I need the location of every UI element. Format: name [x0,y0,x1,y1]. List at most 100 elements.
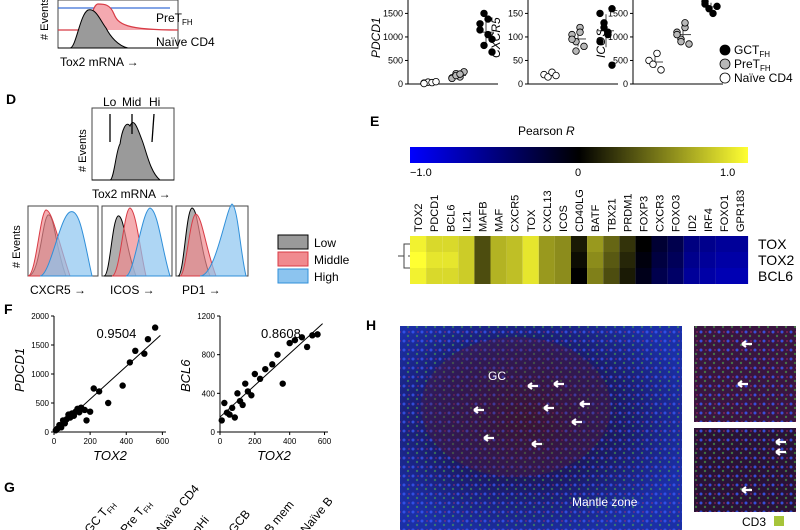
dot-plot-cxcr5: 0 50 100 150 CXCR5 [489,0,618,89]
pearson-scale [410,147,748,163]
dot-y-tick-label: 1500 [383,8,403,18]
dot-point [420,79,428,88]
heatmap-cells [410,236,749,284]
scatter-point [95,388,103,395]
heatmap-cell [426,236,443,252]
heat-row-bcl6: BCL6 [758,268,793,284]
gene-label: ICOS [558,205,570,232]
dot-point [544,73,552,81]
heatmap-cell [651,268,668,284]
dot-point [488,48,496,56]
dot-point [596,37,604,46]
panel-d: D Lo Mid Hi # Events Tox2 mRNA → # Event… [6,91,350,297]
scatter-y-tick-label: 500 [36,399,50,408]
panel-label-h: H [366,317,376,333]
dot-point [608,61,616,69]
dot-y-tick-label: 1500 [608,8,628,18]
heatmap-cell [699,236,716,252]
scatter-correlation: 0.9504 [97,326,137,341]
scatter-y-tick-label: 400 [202,389,216,398]
scatter-x-tick-label: 200 [248,437,262,446]
dot-point [484,30,492,39]
dot-legend-label: Naïve CD4 [734,71,793,85]
heatmap-cell [683,236,700,252]
inset-arrow [737,380,748,388]
heatmap-cell [522,268,539,284]
scatter-point [314,331,321,338]
scatter-point [269,361,276,368]
scatter-bcl6: 0 400 800 1200 0 200 400 600 BCL6 TOX2 0.8608 [178,312,332,463]
dot-point [713,2,721,11]
cell-arrow [579,400,590,408]
scatter-point [303,343,311,351]
hist-icos [101,205,173,277]
dot-point [480,9,488,18]
gene-label: FOXO1 [719,195,731,232]
gene-labels: TOX2 PDCD1 BCL6 IL21 MAFB MAF CXCR5 TOX CXCL13 IC… [413,189,747,232]
cell-arrow [531,440,542,448]
heatmap-cell [732,268,749,284]
scatter-x-tick-label: 0 [218,437,223,446]
heatmap-cell [619,252,636,268]
heatmap-cell [635,268,652,284]
heatmap-cell [474,268,491,284]
scatter-ylabel: PDCD1 [12,348,27,392]
dot-y-tick-label: 0 [398,79,403,89]
dot-legend-label: GCTFH [734,43,770,59]
gene-label: CXCR5 [510,195,522,232]
heatmap-cell [474,252,491,268]
gene-label: GPR183 [735,190,747,232]
heatmap-cell [571,268,588,284]
dot-point [600,23,608,32]
heatmap-cell [458,252,475,268]
heatmap-cell [538,268,555,284]
dot-y-tick-label: 1000 [383,32,403,42]
heatmap-cell [699,268,716,284]
heatmap-cell [554,252,571,268]
heatmap-cell [458,236,475,252]
heatmap-cell [635,252,652,268]
scatter-point [298,334,306,341]
heatmap-cell [683,268,700,284]
dot-legend-label: PreTFH [734,57,771,73]
heatmap-cell [715,252,732,268]
dot-legend-marker [719,72,731,84]
heatmap-cell [426,252,443,268]
gate-lo-label: Lo [103,95,117,109]
gate-ylabel: # Events [77,129,89,172]
g-column-label: pHi [190,513,212,530]
inset-arrows [737,340,786,494]
heatmap-cell [667,252,684,268]
cell-arrow [473,406,484,414]
marker-row-ylabel: # Events [11,225,23,268]
inset-arrow [775,448,786,456]
heatmap-cell [667,236,684,252]
cell-arrow [527,382,538,390]
heatmap-cell [506,252,523,268]
scatter-point [231,414,239,421]
legend-high: High [314,270,339,284]
g-column-label: Pre TFH [118,496,156,530]
dot-y-tick-label: 1000 [608,32,628,42]
scatter-y-tick-label: 1200 [197,312,215,321]
scatter-y-tick-label: 0 [211,428,216,437]
hist-cxcr5 [27,205,99,277]
cd3-swatch [774,516,784,526]
scatter-point [126,359,134,366]
scatter-point [151,324,159,331]
heatmap-cell [554,268,571,284]
scatter-point [104,399,112,407]
hist-ylabel: # Events [39,0,51,40]
g-column-label: B mem [262,498,297,530]
heatmap-cell [474,236,491,252]
cell-arrows [473,380,590,448]
scatter-point [286,339,293,347]
dot-point [456,70,464,78]
panel-h: H GC Mantle zone CD3 [366,312,800,530]
gene-label: CXCL13 [542,190,554,232]
scatter-ylabel: BCL6 [178,359,193,392]
